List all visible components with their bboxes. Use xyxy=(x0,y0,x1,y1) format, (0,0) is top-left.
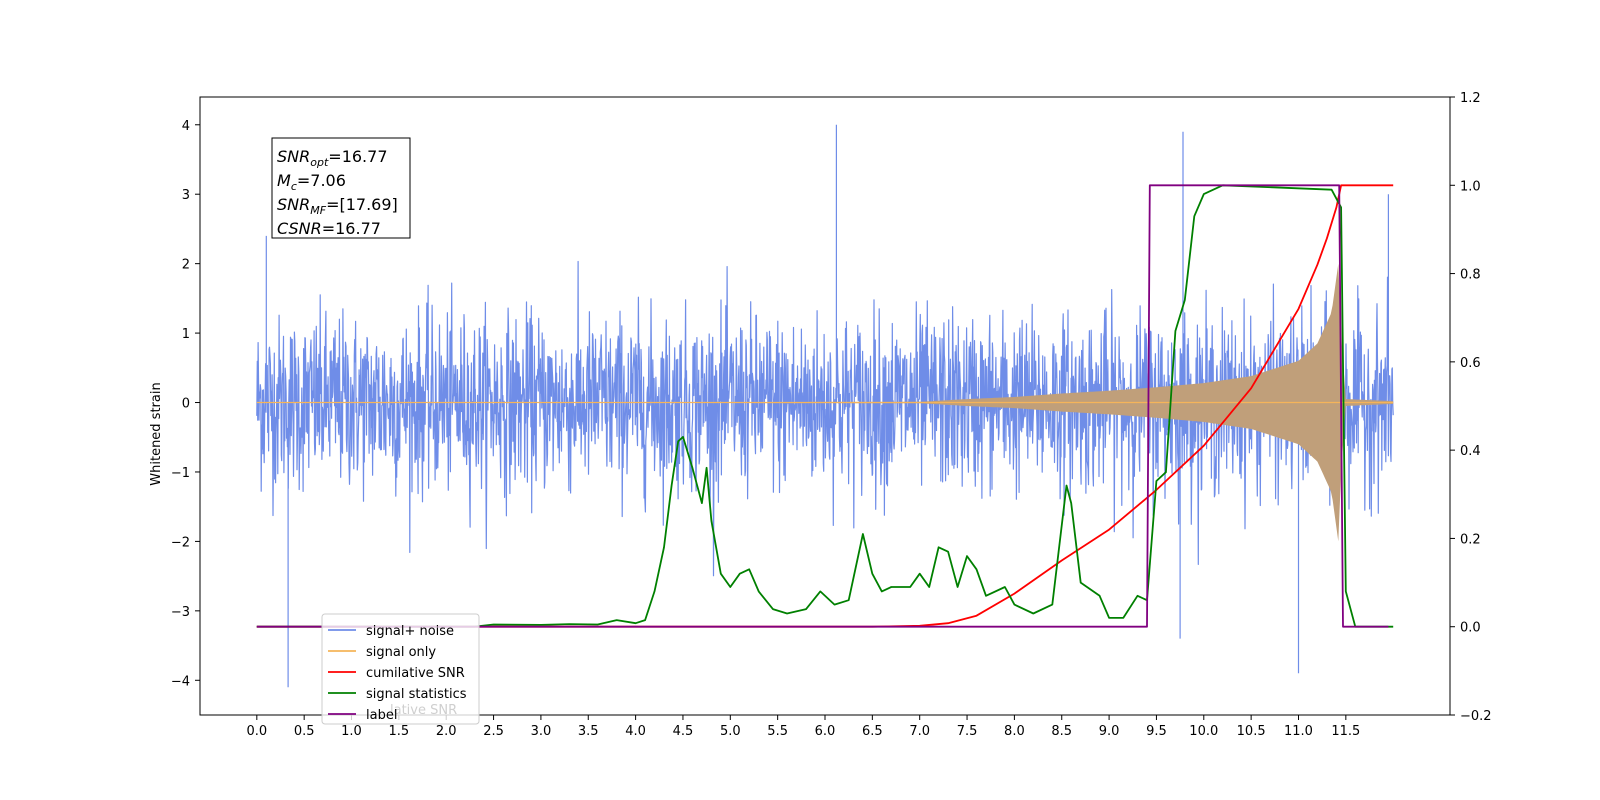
annotation-line: Mc=7.06 xyxy=(277,171,346,193)
right-axis-series xyxy=(256,184,1394,628)
x-tick-label: 2.0 xyxy=(436,724,457,739)
x-tick-label: 6.5 xyxy=(862,724,883,739)
y-axis-label: Whitened strain xyxy=(149,382,164,485)
legend-frame xyxy=(321,613,480,725)
y-left-tick-label: −3 xyxy=(171,605,190,620)
legend-entry: signal statistics xyxy=(366,687,467,702)
x-tick-label: 0.0 xyxy=(246,724,267,739)
x-tick-label: 10.0 xyxy=(1189,724,1218,739)
y-left-tick-label: 0 xyxy=(182,397,190,412)
x-tick-label: 11.5 xyxy=(1331,724,1360,739)
label-line xyxy=(256,184,1389,628)
signal-noise-line xyxy=(256,124,1394,688)
x-tick-label: 9.5 xyxy=(1146,724,1167,739)
x-tick-label: 6.0 xyxy=(815,724,836,739)
y-right-tick-label: −0.2 xyxy=(1460,709,1492,724)
x-tick-label: 3.5 xyxy=(578,724,599,739)
y-right-tick-label: 0.2 xyxy=(1460,532,1481,547)
y-right-tick-label: 1.2 xyxy=(1460,91,1481,106)
y-left-tick-label: 1 xyxy=(182,327,190,342)
x-tick-label: 8.0 xyxy=(1004,724,1025,739)
annotation-line: SNRMF=[17.69] xyxy=(277,195,398,217)
annotation-line: SNRopt=16.77 xyxy=(277,147,388,169)
y-left-tick-label: 4 xyxy=(182,119,190,134)
annotation-line: CSNR=16.77 xyxy=(277,219,381,238)
y-left-tick-label: 2 xyxy=(182,258,190,273)
x-tick-label: 2.5 xyxy=(483,724,504,739)
y-axis-right: −0.2 0.0 0.2 0.4 0.6 0.8 1.0 1.2 xyxy=(1450,91,1492,724)
x-tick-label: 7.0 xyxy=(909,724,930,739)
y-left-tick-label: −1 xyxy=(171,466,190,481)
legend-entry: label xyxy=(366,708,397,723)
signal-statistics-line xyxy=(256,184,1394,628)
annotation-frame xyxy=(271,137,411,239)
x-tick-label: 0.5 xyxy=(294,724,315,739)
x-tick-label: 11.0 xyxy=(1284,724,1313,739)
legend-ghost-text: lative SNR xyxy=(390,703,457,718)
y-left-tick-label: −4 xyxy=(171,674,190,689)
x-tick-label: 5.0 xyxy=(720,724,741,739)
x-tick-label: 9.0 xyxy=(1099,724,1120,739)
y-right-tick-label: 0.6 xyxy=(1460,356,1481,371)
y-right-tick-label: 0.4 xyxy=(1460,444,1481,459)
x-tick-label: 8.5 xyxy=(1051,724,1072,739)
x-tick-label: 10.5 xyxy=(1237,724,1266,739)
x-tick-label: 1.5 xyxy=(389,724,410,739)
x-tick-label: 5.5 xyxy=(767,724,788,739)
legend-entry: signal+ noise xyxy=(366,624,454,639)
y-left-tick-label: −2 xyxy=(171,535,190,550)
y-axis-left: −4 −3 −2 −1 0 1 2 3 4 xyxy=(171,119,200,689)
x-axis: 0.0 0.5 1.0 1.5 2.0 2.5 3.0 3.5 4.0 4.5 5.0 5.5 6.0 6… xyxy=(246,715,1360,739)
legend-entry: signal only xyxy=(366,645,436,660)
y-right-tick-label: 1.0 xyxy=(1460,179,1481,194)
x-tick-label: 4.0 xyxy=(625,724,646,739)
x-tick-label: 3.0 xyxy=(531,724,552,739)
x-tick-label: 7.5 xyxy=(957,724,978,739)
signal-noise-series xyxy=(256,124,1394,688)
x-tick-label: 4.5 xyxy=(673,724,694,739)
x-tick-label: 1.0 xyxy=(341,724,362,739)
y-right-tick-label: 0.0 xyxy=(1460,621,1481,636)
legend: lative SNR signal+ noise signal only cumil… xyxy=(321,613,480,725)
signal-only-series xyxy=(256,263,1394,542)
y-left-tick-label: 3 xyxy=(182,188,190,203)
legend-entry: cumilative SNR xyxy=(366,666,465,681)
y-right-tick-label: 0.8 xyxy=(1460,268,1481,283)
